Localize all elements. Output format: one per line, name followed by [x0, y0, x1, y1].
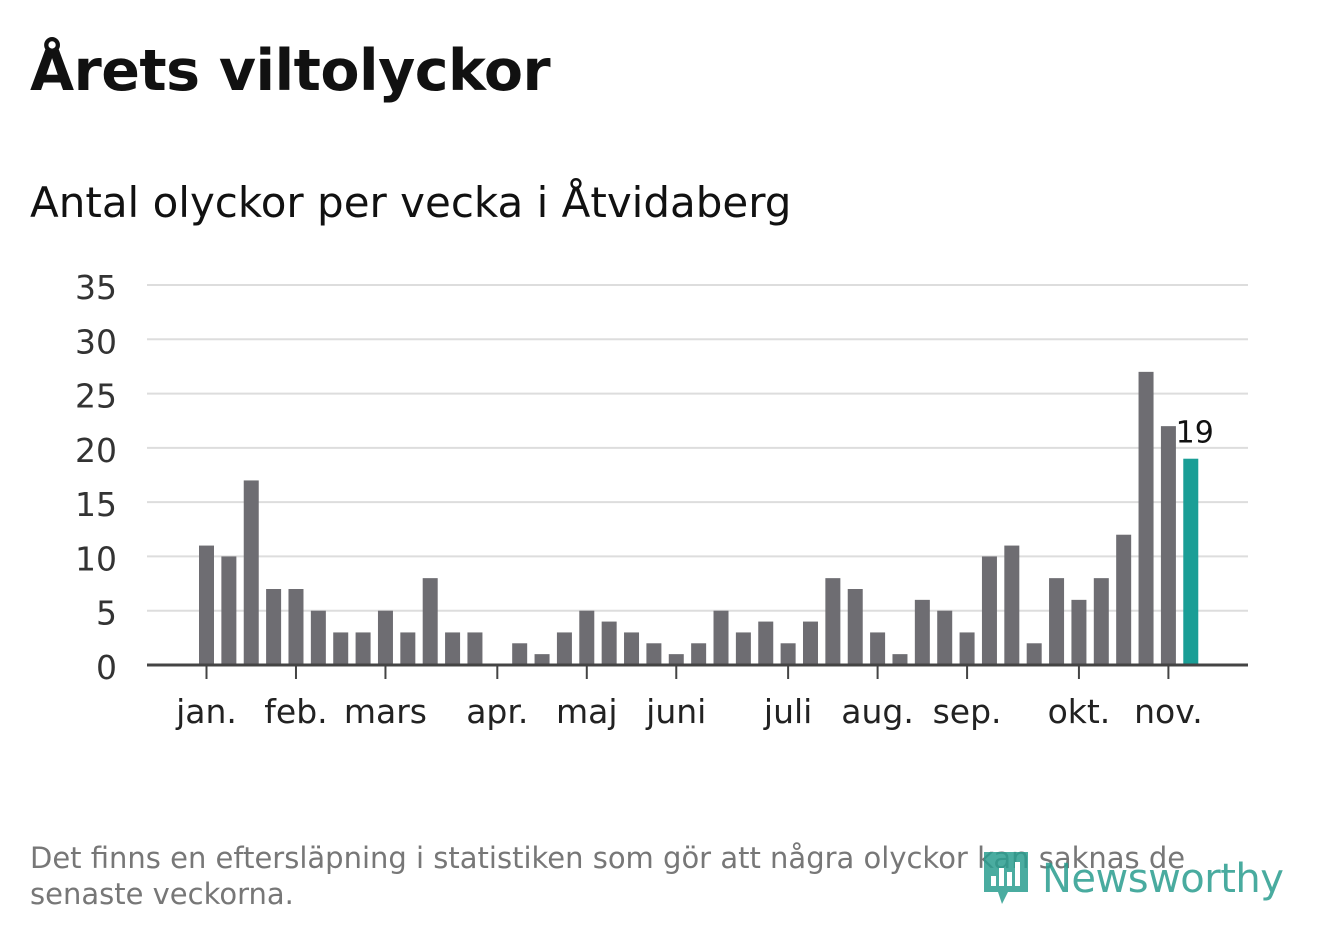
bar — [445, 632, 461, 665]
x-tick-label: juni — [645, 692, 706, 731]
bar — [1116, 534, 1132, 665]
x-tick-label: mars — [344, 692, 427, 731]
y-tick-label: 20 — [75, 431, 117, 470]
bar — [802, 621, 818, 665]
bar — [534, 654, 550, 665]
y-tick-label: 5 — [96, 594, 117, 633]
y-tick-label: 0 — [96, 648, 117, 687]
bar — [646, 643, 662, 665]
bar — [266, 589, 282, 665]
bar — [892, 654, 908, 665]
bar — [758, 621, 774, 665]
bar — [310, 610, 326, 665]
bar — [668, 654, 684, 665]
bar — [221, 556, 237, 665]
brand-logo: Newsworthy — [980, 848, 1284, 910]
y-tick-label: 10 — [75, 539, 117, 578]
bar — [243, 480, 259, 665]
weekly-accidents-bar-chart: 0 5 10 15 20 25 30 35 19 jan. feb. mars apr. maj juni j… — [75, 268, 1248, 731]
bar — [556, 632, 572, 665]
y-tick-label: 30 — [75, 322, 117, 361]
bar — [780, 643, 796, 665]
bar — [1160, 426, 1176, 665]
x-tick-label: feb. — [264, 692, 327, 731]
bar — [1093, 578, 1109, 665]
bar — [870, 632, 886, 665]
bar — [199, 545, 214, 665]
bar — [825, 578, 841, 665]
x-tick-label: apr. — [466, 692, 528, 731]
bar — [467, 632, 483, 665]
chart-subtitle: Antal olyckor per vecka i Åtvidaberg — [30, 178, 792, 227]
bar — [624, 632, 640, 665]
bar — [377, 610, 393, 665]
bar — [713, 610, 729, 665]
bar — [914, 599, 930, 665]
bar — [601, 621, 617, 665]
bar — [1004, 545, 1020, 665]
x-tick-label: nov. — [1134, 692, 1203, 731]
bar-highlight — [1183, 458, 1199, 665]
bar — [579, 610, 595, 665]
x-tick-label: aug. — [841, 692, 914, 731]
x-tick-label: okt. — [1048, 692, 1111, 731]
x-tick-label: maj — [556, 692, 618, 731]
newsworthy-logo-icon — [984, 852, 1028, 904]
bar — [1026, 643, 1042, 665]
bar — [959, 632, 975, 665]
bar — [847, 589, 863, 665]
bar — [691, 643, 707, 665]
y-tick-label: 25 — [75, 377, 117, 416]
bar — [355, 632, 371, 665]
bar — [400, 632, 416, 665]
bar — [512, 643, 528, 665]
bar — [288, 589, 304, 665]
bar — [1049, 578, 1065, 665]
page-title: Årets viltolyckor — [30, 38, 551, 104]
x-tick-label: juli — [763, 692, 812, 731]
highlight-data-label: 19 — [1176, 416, 1214, 451]
bar — [937, 610, 953, 665]
x-tick-label: jan. — [175, 692, 237, 731]
x-tick-label: sep. — [933, 692, 1002, 731]
y-tick-label: 35 — [75, 268, 117, 307]
bar — [735, 632, 751, 665]
bar — [1071, 599, 1087, 665]
bar — [333, 632, 349, 665]
bar — [422, 578, 438, 665]
bar — [981, 556, 997, 665]
y-tick-label: 15 — [75, 485, 117, 524]
brand-name: Newsworthy — [1042, 856, 1284, 902]
bar — [1138, 371, 1154, 665]
